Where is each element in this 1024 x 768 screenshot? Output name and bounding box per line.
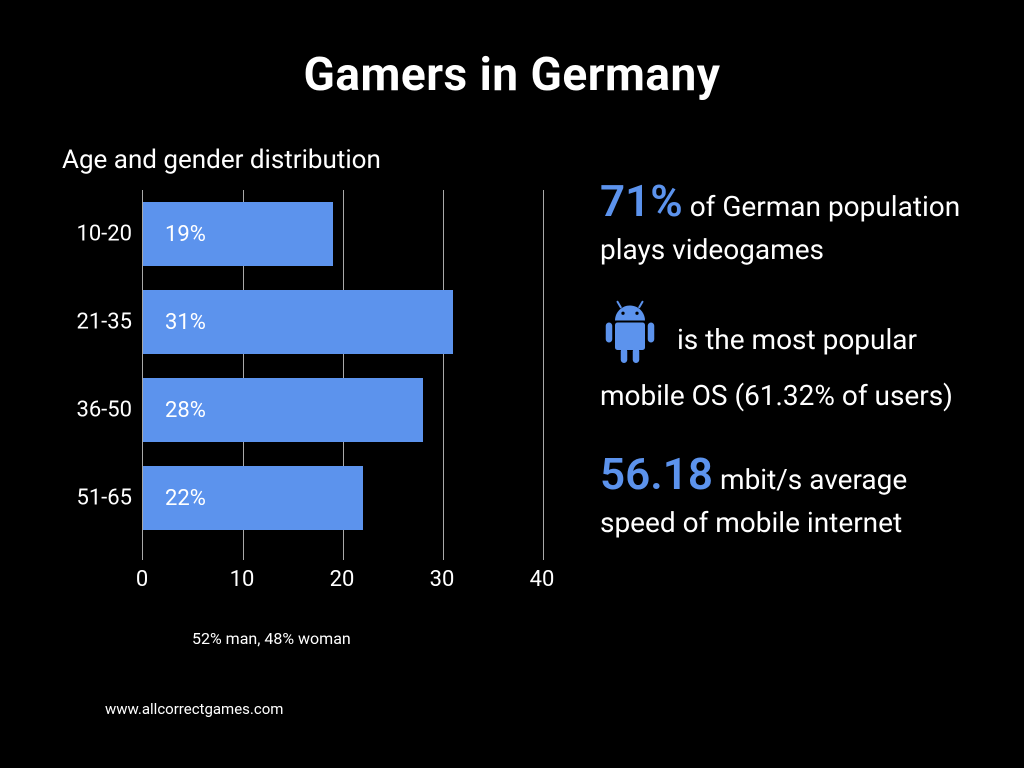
x-tick-label: 10 (230, 567, 255, 592)
y-category-label: 21-35 (62, 310, 132, 335)
fact-speed: 56.18 mbit/s average speed of mobile int… (600, 445, 980, 542)
bar: 28% (143, 378, 423, 442)
fact-population-value: 71% (600, 175, 683, 227)
chart-title: Age and gender distribution (62, 145, 381, 175)
y-category-label: 51-65 (62, 486, 132, 511)
page-title: Gamers in Germany (0, 48, 1024, 102)
y-category-label: 10-20 (62, 222, 132, 247)
fact-android: is the most popular mobile OS (61.32% of… (600, 299, 980, 415)
facts-column: 71% of German population plays videogame… (600, 172, 980, 572)
x-tick-label: 30 (430, 567, 455, 592)
gridline (443, 190, 444, 560)
gender-note: 52% man, 48% woman (192, 629, 351, 648)
android-icon (600, 299, 660, 377)
x-tick-label: 20 (330, 567, 355, 592)
source-url: www.allcorrectgames.com (105, 700, 283, 718)
bar: 31% (143, 290, 453, 354)
bar: 22% (143, 466, 363, 530)
x-tick-label: 0 (136, 567, 148, 592)
x-tick-label: 40 (530, 567, 555, 592)
age-distribution-chart: 10-20 21-35 36-50 51-65 19% 31% 28% 22% 0 10 20 3… (62, 190, 542, 610)
gridline (543, 190, 544, 560)
fact-speed-value: 56.18 (600, 448, 713, 500)
fact-population: 71% of German population plays videogame… (600, 172, 980, 269)
bar: 19% (143, 202, 333, 266)
y-category-label: 36-50 (62, 398, 132, 423)
